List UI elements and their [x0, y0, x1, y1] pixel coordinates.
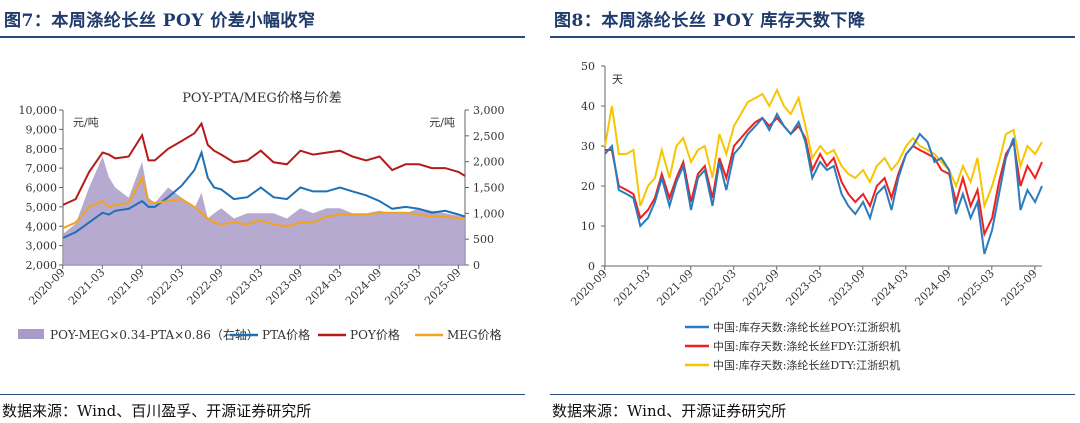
x-tick-label: 2023-09 — [826, 267, 868, 309]
y-tick-label-right: 1,000 — [473, 207, 505, 220]
y-tick-label-left: 4,000 — [26, 220, 58, 233]
y-tick-label-left: 3,000 — [26, 240, 58, 253]
legend-label: 中国:库存天数:涤纶长丝POY:江浙织机 — [713, 320, 900, 334]
x-tick-label: 2022-09 — [740, 267, 782, 309]
series-line — [62, 149, 466, 239]
x-tick-label: 2025-03 — [382, 266, 424, 308]
y-tick-label-left: 5,000 — [26, 201, 58, 214]
x-tick-label: 2024-03 — [303, 266, 345, 308]
x-tick-label: 2023-03 — [224, 266, 266, 308]
legend-label: 中国:库存天数:涤纶长丝DTY:江浙织机 — [713, 358, 900, 372]
legend-label: MEG价格 — [447, 327, 502, 342]
y-tick-label: 10 — [581, 220, 595, 233]
x-tick-label: 2025-09 — [422, 266, 464, 308]
legend-label: POY价格 — [350, 327, 400, 342]
legend-label: POY-MEG×0.34-PTA×0.86（右轴） — [50, 327, 259, 342]
y-tick-label-left: 8,000 — [26, 143, 58, 156]
y-tick-label-right: 2,500 — [473, 130, 505, 143]
x-tick-label: 2022-03 — [697, 267, 739, 309]
right-figure: 图8：本周涤纶长丝 POY 库存天数下降 0 10 20 30 40 50 天 2020-09… — [550, 0, 1080, 423]
x-tick-label: 2025-09 — [998, 267, 1040, 309]
x-tick-label: 2024-03 — [869, 267, 911, 309]
title-divider — [0, 36, 525, 38]
x-tick-label: 2022-03 — [145, 266, 187, 308]
y-tick-label-left: 7,000 — [26, 162, 58, 175]
x-tick-label: 2023-09 — [264, 266, 306, 308]
y-tick-label: 0 — [588, 260, 595, 273]
title-divider — [550, 36, 1075, 38]
y-axis-unit-left: 元/吨 — [73, 116, 99, 129]
x-tick-label: 2025-03 — [955, 267, 997, 309]
legend-label: PTA价格 — [262, 327, 310, 342]
y-tick-label: 50 — [581, 60, 595, 73]
y-axis-unit: 天 — [612, 73, 623, 86]
y-tick-label: 30 — [581, 140, 595, 153]
series-line — [604, 87, 1043, 210]
y-tick-label-left: 2,000 — [26, 259, 58, 272]
y-tick-label-left: 10,000 — [19, 104, 58, 117]
series-line — [62, 121, 466, 206]
legend-swatch — [18, 329, 44, 339]
inventory-days-chart: 0 10 20 30 40 50 天 2020-09 2021-03 2021-09 2022-03… — [568, 60, 1043, 372]
y-tick-label-left: 6,000 — [26, 182, 58, 195]
y-tick-label-right: 1,500 — [473, 182, 505, 195]
x-tick-label: 2020-09 — [568, 267, 610, 309]
data-source: 数据来源：Wind、百川盈孚、开源证券研究所 — [2, 402, 312, 420]
legend-label: 中国:库存天数:涤纶长丝FDY:江浙织机 — [713, 339, 900, 353]
y-tick-label-right: 2,000 — [473, 156, 505, 169]
figure-title: 图7：本周涤纶长丝 POY 价差小幅收窄 — [4, 11, 316, 31]
x-tick-label: 2021-09 — [105, 266, 147, 308]
chart-title: POY-PTA/MEG价格与价差 — [182, 90, 342, 106]
y-tick-label-left: 9,000 — [26, 123, 58, 136]
y-tick-label-right: 3,000 — [473, 104, 505, 117]
y-tick-label-right: 0 — [473, 259, 480, 272]
x-tick-label: 2024-09 — [343, 266, 385, 308]
series-line — [604, 111, 1043, 255]
price-spread-chart: POY-PTA/MEG价格与价差 2,000 3,000 4,000 5,000 6,00… — [18, 90, 505, 342]
source-divider — [550, 394, 1075, 395]
y-axis-unit-right: 元/吨 — [429, 116, 455, 129]
left-figure: 图7：本周涤纶长丝 POY 价差小幅收窄 POY-PTA/MEG价格与价差 2,0… — [0, 0, 530, 423]
y-tick-label: 20 — [581, 180, 595, 193]
y-tick-label-right: 500 — [473, 233, 494, 246]
figure-title: 图8：本周涤纶长丝 POY 库存天数下降 — [554, 11, 866, 31]
series-line — [605, 116, 1043, 238]
x-tick-label: 2021-03 — [66, 266, 108, 308]
series-line — [62, 175, 465, 230]
x-tick-label: 2023-03 — [783, 267, 825, 309]
x-tick-label: 2022-09 — [185, 266, 227, 308]
series-spread-area — [63, 156, 465, 265]
source-divider — [0, 394, 525, 395]
x-tick-label: 2024-09 — [912, 267, 954, 309]
x-tick-label: 2021-09 — [654, 267, 696, 309]
y-tick-label: 40 — [581, 100, 595, 113]
x-tick-label: 2020-09 — [26, 266, 68, 308]
data-source: 数据来源：Wind、开源证券研究所 — [552, 402, 787, 420]
x-tick-label: 2021-03 — [611, 267, 653, 309]
